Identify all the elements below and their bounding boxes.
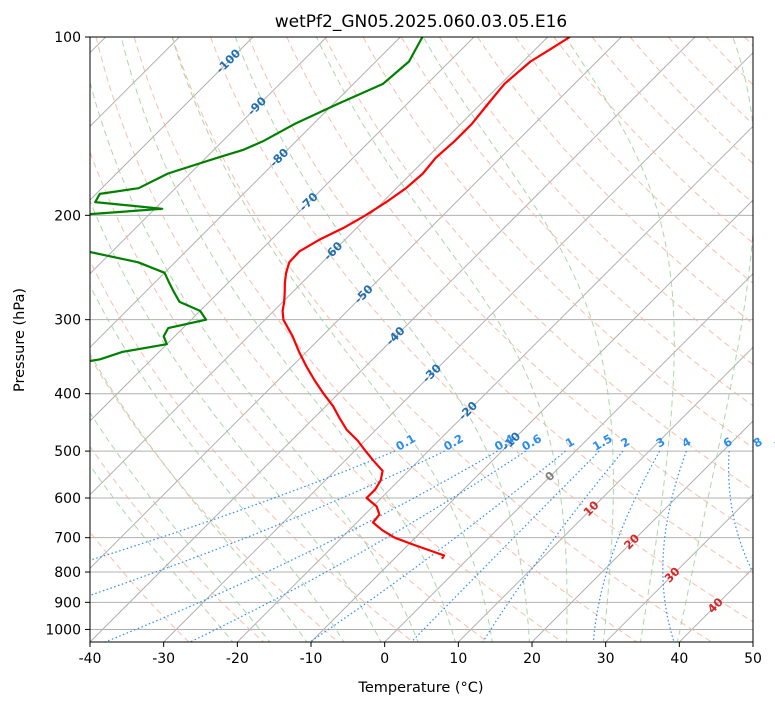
x-axis-label: Temperature (°C) <box>357 680 483 696</box>
dry-adiabat <box>324 37 753 491</box>
moist-adiabat <box>90 284 345 642</box>
dry-adiabat <box>133 37 638 642</box>
dry-adiabat <box>286 37 753 534</box>
isotherm-line <box>457 346 753 642</box>
isotherm-line <box>90 37 622 570</box>
y-axis: 100 200 300 400 500 600 700 800 900 1000 <box>45 30 90 638</box>
isotherm-line <box>604 493 753 642</box>
y-tick-label: 500 <box>54 444 81 460</box>
moist-adiabat <box>120 37 456 642</box>
y-tick-label: 300 <box>54 313 81 329</box>
y-tick-label: 1000 <box>45 622 81 638</box>
moist-adiabat <box>90 199 382 642</box>
isotherm-line <box>90 37 475 422</box>
dry-adiabat <box>90 150 489 642</box>
moist-adiabats <box>90 37 753 642</box>
x-tick-label: 10 <box>449 651 467 667</box>
mixing-ratio-line <box>410 450 600 642</box>
chart-title: wetPf2_GN05.2025.060.03.05.E16 <box>275 12 567 32</box>
mixing-ratio-line <box>592 450 661 642</box>
x-tick-label: -10 <box>300 651 323 667</box>
dry-adiabat <box>90 445 265 642</box>
mixing-ratio-line <box>188 450 527 642</box>
moist-adiabat <box>316 37 568 642</box>
isotherm-line <box>162 51 753 642</box>
moist-adiabat <box>565 37 675 642</box>
moist-adiabat <box>90 353 308 642</box>
dry-adiabat <box>362 37 753 449</box>
x-tick-label: -40 <box>79 651 102 667</box>
mixing-ratio-line <box>308 450 566 642</box>
moist-adiabat <box>171 37 493 642</box>
x-tick-label: 20 <box>523 651 541 667</box>
x-tick-label: 40 <box>670 651 688 667</box>
moist-adiabat <box>90 80 419 642</box>
x-tick-label: -30 <box>152 651 175 667</box>
dry-adiabat <box>90 531 190 642</box>
sounding-profiles <box>90 37 571 560</box>
y-tick-label: 700 <box>54 531 81 547</box>
x-tick-label: 0 <box>380 651 389 667</box>
dry-adiabat <box>248 37 753 578</box>
y-tick-label: 400 <box>54 387 81 403</box>
y-axis-label: Pressure (hPa) <box>12 288 28 392</box>
mixing-ratio-line <box>103 450 498 642</box>
isotherm-line <box>90 37 696 642</box>
mixing-ratio-lines <box>90 450 753 642</box>
isotherm-line <box>90 37 254 201</box>
dewpoint-profile <box>90 37 424 363</box>
x-axis: -40 -30 -20 -10 0 10 20 30 40 50 <box>79 642 762 667</box>
moist-adiabat <box>90 464 234 642</box>
mixing-ratio-label: 10 <box>772 432 775 452</box>
dry-adiabat <box>95 37 564 642</box>
moist-adiabat <box>676 37 753 642</box>
isotherm-line <box>90 37 328 275</box>
moist-adiabat <box>234 37 530 642</box>
plot-frame <box>89 36 754 643</box>
dry-adiabat <box>90 356 340 642</box>
moist-adiabat <box>422 37 614 642</box>
dry-adiabat <box>90 259 414 642</box>
dry-adiabat <box>210 37 753 623</box>
y-tick-label: 900 <box>54 595 81 611</box>
mixing-ratio-line <box>662 450 687 642</box>
isotherm-line <box>90 37 549 496</box>
mixing-ratio-line <box>728 451 753 574</box>
y-tick-label: 100 <box>54 30 81 46</box>
dry-adiabat <box>477 37 753 325</box>
temperature-profile <box>281 37 571 560</box>
isotherm-lines <box>90 37 753 642</box>
x-tick-label: 50 <box>744 651 762 667</box>
x-tick-label: -20 <box>226 651 249 667</box>
y-tick-label: 600 <box>54 491 81 507</box>
isotherm-line <box>236 125 753 642</box>
dry-adiabat <box>171 37 713 642</box>
isotherm-line <box>531 420 753 642</box>
y-tick-label: 800 <box>54 565 81 581</box>
moist-adiabat <box>90 411 271 642</box>
x-tick-label: 30 <box>597 651 615 667</box>
y-tick-label: 200 <box>54 208 81 224</box>
isotherm-line <box>383 272 753 642</box>
mixing-ratio-line <box>482 450 624 642</box>
